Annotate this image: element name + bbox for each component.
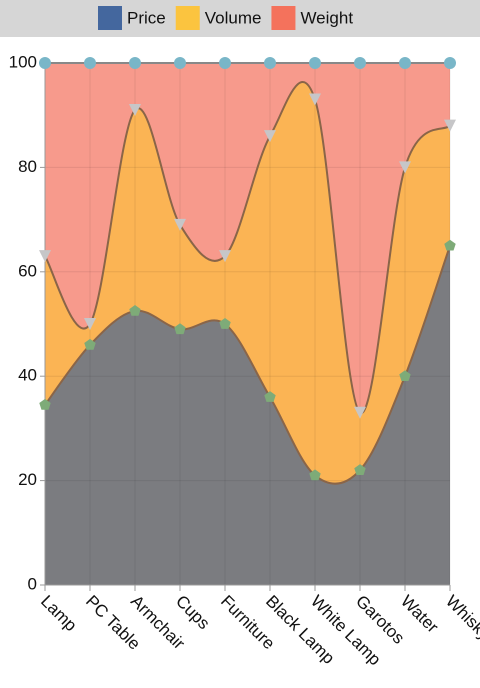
- area: [45, 245, 450, 585]
- marker: [309, 57, 321, 69]
- marker: [264, 391, 276, 402]
- marker: [39, 250, 51, 263]
- y-tick-label: 60: [18, 261, 37, 280]
- marker: [39, 57, 51, 69]
- marker: [264, 130, 276, 143]
- marker: [219, 318, 231, 329]
- legend-swatch: [98, 6, 122, 30]
- marker: [84, 338, 96, 350]
- marker: [444, 239, 456, 251]
- areas: [45, 63, 450, 585]
- area: [45, 63, 450, 414]
- y-tick-label: 100: [9, 52, 37, 71]
- marker: [444, 119, 456, 132]
- marker: [129, 304, 141, 316]
- marker: [309, 469, 321, 481]
- marker: [354, 406, 366, 419]
- legend-swatch: [175, 6, 200, 30]
- x-tick-label: Whisky: [442, 592, 480, 645]
- marker: [399, 370, 411, 382]
- marker: [444, 57, 456, 69]
- marker: [309, 93, 321, 106]
- y-tick-label: 40: [18, 366, 37, 385]
- marker: [39, 398, 51, 410]
- x-tick-label: Cups: [172, 592, 213, 633]
- series-line: [44, 81, 451, 414]
- legend-swatch: [271, 6, 296, 30]
- marker: [399, 57, 411, 69]
- y-tick-label: 20: [18, 470, 37, 489]
- marker: [264, 57, 276, 69]
- marker: [129, 103, 141, 116]
- legend-label: Price: [127, 8, 166, 27]
- y-tick-label: 0: [28, 574, 37, 593]
- marker: [219, 250, 231, 263]
- legend-background: [0, 0, 480, 37]
- legend-label: Volume: [205, 8, 262, 27]
- marker: [174, 323, 186, 335]
- y-tick-label: 80: [18, 157, 37, 176]
- marker: [174, 218, 186, 231]
- marker: [399, 161, 411, 174]
- marker: [84, 57, 96, 69]
- marker: [219, 57, 231, 69]
- marker: [174, 57, 186, 69]
- marker: [354, 57, 366, 69]
- marker: [84, 318, 96, 330]
- series-line: [44, 245, 451, 485]
- marker: [354, 464, 366, 476]
- area: [45, 82, 450, 484]
- marker: [129, 57, 141, 69]
- legend-label: Weight: [300, 8, 353, 27]
- x-tick-label: Lamp: [37, 592, 81, 636]
